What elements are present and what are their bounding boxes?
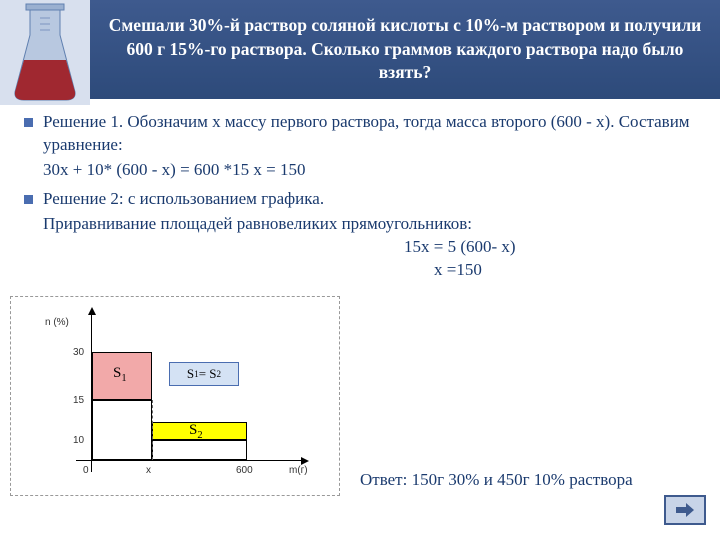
bullet-icon [24,195,33,204]
ytick-15: 15 [73,395,84,406]
x-axis-label: m(г) [289,465,308,476]
s2-label: S2 [189,422,203,441]
nav-area [664,495,706,530]
flask-image [0,0,90,105]
solution1-text: Решение 1. Обозначим х массу первого рас… [43,111,696,157]
solution2-text1: Решение 2: с использованием графика. [43,188,324,211]
y-axis-arrow [88,307,96,315]
content-area: Решение 1. Обозначим х массу первого рас… [0,99,720,282]
solution-1: Решение 1. Обозначим х массу первого рас… [24,111,696,157]
x-axis-arrow [301,457,309,465]
xtick-600: 600 [236,465,253,476]
ytick-30: 30 [73,347,84,358]
chart: S1 S2 S1= S2 n (%) m(г) 30 15 10 0 x 600 [11,297,339,495]
header-text: Смешали 30%-й раствор соляной кислоты с … [109,15,702,82]
solution-2: Решение 2: с использованием графика. [24,188,696,211]
rect-white-1 [92,400,152,460]
answer-text: Ответ: 150г 30% и 450г 10% раствора [360,470,633,490]
solution2-text2: Приравнивание площадей равновеликих прям… [24,213,696,236]
solution2-eq2: х =150 [24,259,696,282]
solution1-equation: 30х + 10* (600 - х) = 600 *15 х = 150 [24,159,696,182]
xtick-x: x [146,465,151,476]
bullet-icon [24,118,33,127]
y-axis-label: n (%) [45,317,69,328]
chart-container: S1 S2 S1= S2 n (%) m(г) 30 15 10 0 x 600 [10,296,340,496]
rect-white-2 [152,440,247,460]
header-title: Смешали 30%-й раствор соляной кислоты с … [0,0,720,99]
xtick-0: 0 [83,465,89,476]
solution2-eq1: 15х = 5 (600- х) [24,236,696,259]
x-axis [76,460,306,461]
dash-line-x [152,400,153,460]
legend-box: S1= S2 [169,362,239,386]
arrow-right-icon [674,502,696,518]
ytick-10: 10 [73,435,84,446]
s1-label: S1 [113,365,127,384]
next-button[interactable] [664,495,706,525]
